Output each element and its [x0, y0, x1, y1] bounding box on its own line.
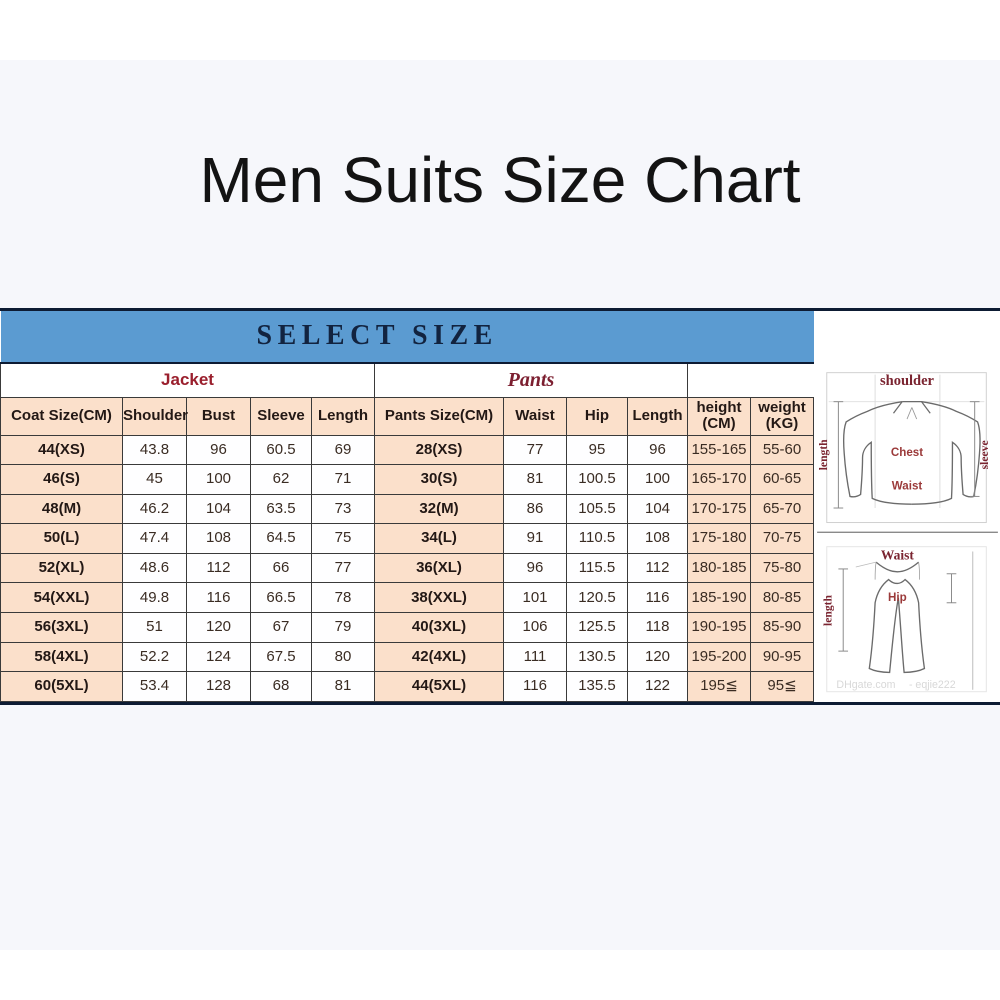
svg-text:DHgate.com: DHgate.com	[837, 679, 896, 691]
svg-text:sleeve: sleeve	[978, 440, 991, 469]
svg-text:- eqjie222: - eqjie222	[909, 679, 956, 691]
svg-text:shoulder: shoulder	[880, 373, 935, 389]
svg-text:length: length	[817, 439, 830, 470]
svg-text:Waist: Waist	[892, 480, 923, 493]
svg-text:Waist: Waist	[881, 547, 915, 562]
svg-text:Chest: Chest	[891, 446, 923, 459]
svg-text:length: length	[822, 594, 835, 625]
svg-text:Hip: Hip	[888, 591, 907, 604]
